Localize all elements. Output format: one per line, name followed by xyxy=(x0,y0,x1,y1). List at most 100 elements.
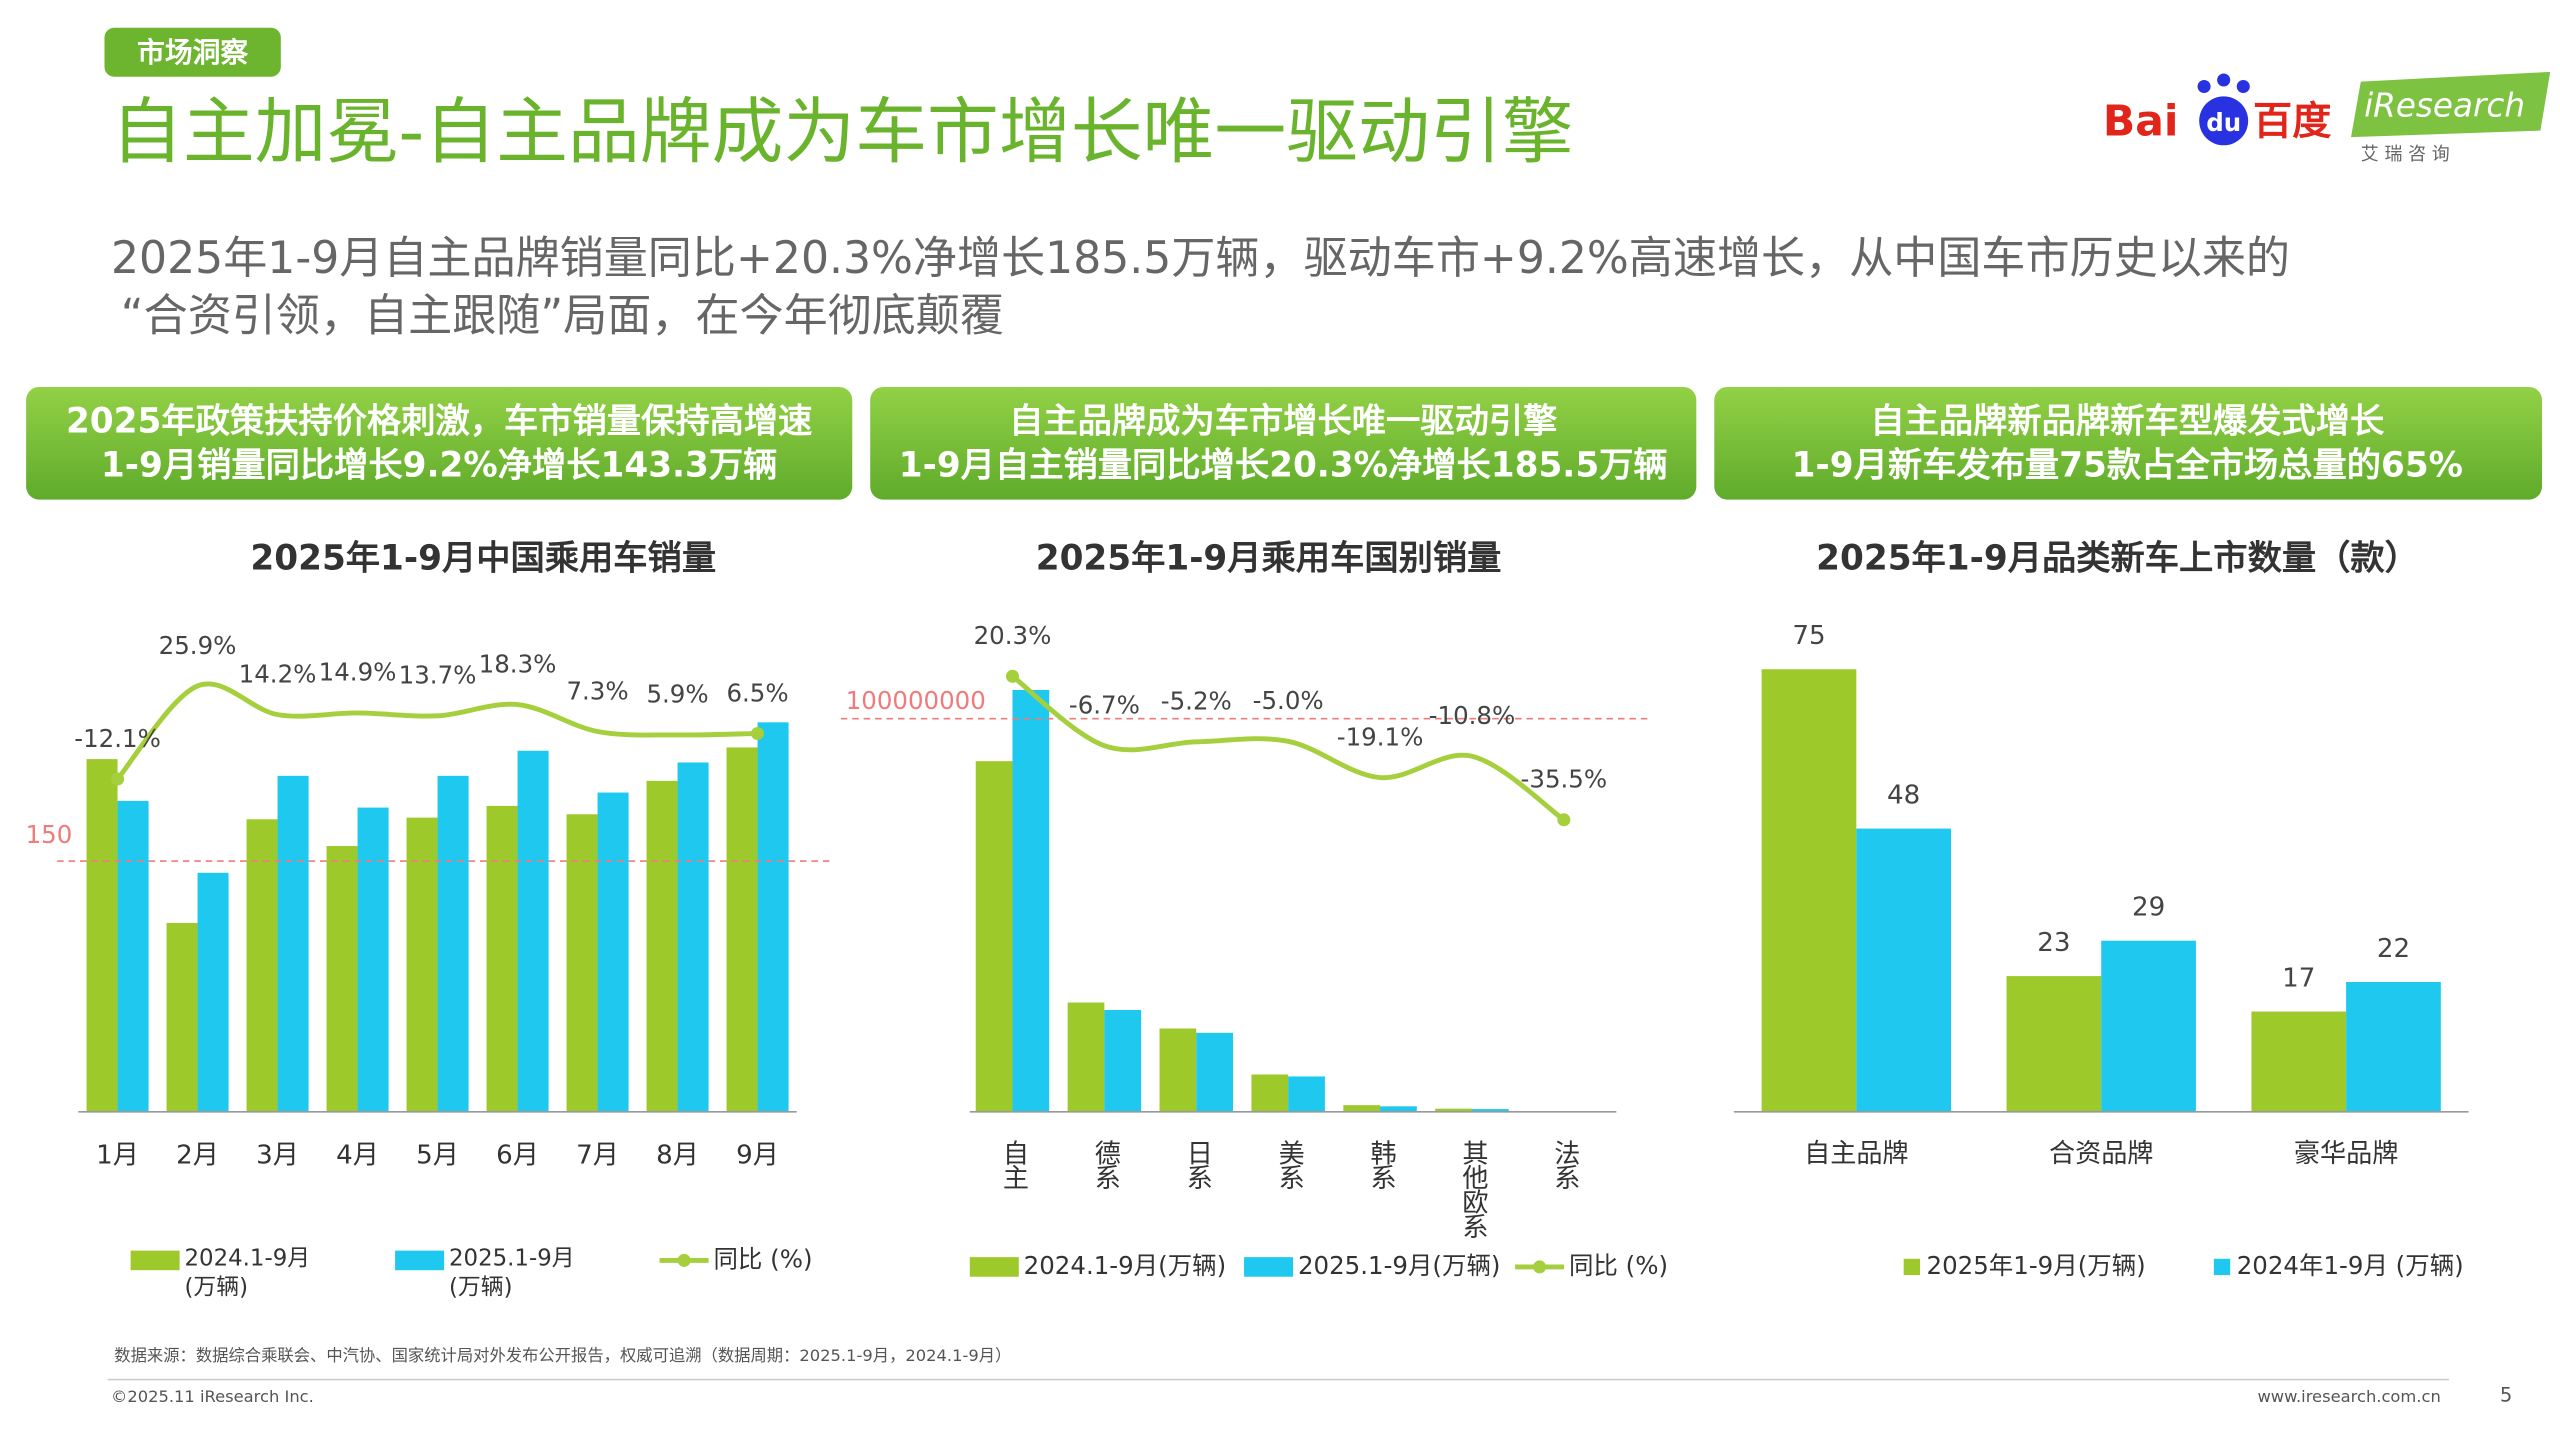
x-tick-label: 自主品牌 xyxy=(1804,1139,1908,1169)
bar xyxy=(486,805,518,1112)
legend-label: 2025.1-9月(万辆) xyxy=(448,1245,575,1302)
legend-swatch xyxy=(677,1253,691,1267)
legend-swatch xyxy=(1244,1257,1294,1277)
x-tick-label: 美系 xyxy=(1274,1140,1304,1189)
data-label: 14.9% xyxy=(319,658,397,687)
data-label: -5.0% xyxy=(1253,686,1324,715)
chart-title: 2025年1-9月中国乘用车销量 xyxy=(250,539,716,579)
legend-swatch xyxy=(1903,1258,1920,1276)
data-label: 29 xyxy=(2132,893,2165,923)
page-number: 5 xyxy=(2500,1383,2512,1406)
x-tick-label: 法系 xyxy=(1549,1140,1579,1189)
chart-title: 2025年1-9月品类新车上市数量（款） xyxy=(1816,539,2419,579)
banner-text: 自主品牌成为车市增长唯一驱动引擎 xyxy=(1009,401,1557,441)
bar xyxy=(117,800,149,1112)
line xyxy=(1010,674,1566,822)
subtitle: “合资引领，自主跟随”局面，在今年彻底颠覆 xyxy=(121,290,1004,341)
bar xyxy=(437,775,469,1112)
copyright: ©2025.11 iResearch Inc. xyxy=(111,1387,314,1406)
line xyxy=(115,681,758,781)
line-end-marker xyxy=(1557,813,1571,827)
chart: 2025年1-9月品类新车上市数量（款） 75 23 17 48 29 22 自主品牌 合资品牌… xyxy=(1733,539,2469,1280)
legend-label: 2024年1-9月 (万辆) xyxy=(2237,1251,2464,1280)
legend-item: 2024.1-9月(万辆) xyxy=(184,1245,311,1302)
data-label: -19.1% xyxy=(1337,722,1424,751)
source-note: 数据来源：数据综合乘联会、中汽协、国家统计局对外发布公开报告，权威可追溯（数据周… xyxy=(114,1346,1011,1365)
bar xyxy=(406,817,438,1112)
page-title: 自主加冕-自主品牌成为车市增长唯一驱动引擎 xyxy=(111,90,1573,174)
baidu-logo: Bai xyxy=(2103,98,2179,147)
x-tick-label: 5月 xyxy=(416,1140,459,1170)
data-label: -10.8% xyxy=(1429,701,1516,730)
x-tick-label: 8月 xyxy=(656,1140,699,1170)
legend-label: 同比 (%) xyxy=(1569,1251,1668,1280)
line-end-marker xyxy=(751,726,765,740)
bar xyxy=(1761,669,1857,1112)
data-label: 75 xyxy=(1792,621,1825,651)
x-tick-label: 日系 xyxy=(1182,1140,1212,1189)
x-tick-label: 6月 xyxy=(496,1140,539,1170)
bar xyxy=(1067,1002,1105,1112)
bar xyxy=(277,775,309,1112)
data-label: 25.9% xyxy=(159,631,237,660)
bar xyxy=(357,807,389,1112)
legend-swatch xyxy=(1533,1260,1547,1274)
chart-title: 2025年1-9月乘用车国别销量 xyxy=(1036,539,1502,579)
x-tick-label: 合资品牌 xyxy=(2049,1139,2153,1169)
data-label: -35.5% xyxy=(1521,765,1608,794)
bar xyxy=(1012,689,1050,1112)
bar xyxy=(1288,1076,1325,1112)
bar xyxy=(246,819,278,1112)
banner-box xyxy=(870,386,1697,500)
banner-text: 1-9月自主销量同比增长20.3%净增长185.5万辆 xyxy=(899,445,1668,485)
bar xyxy=(1104,1010,1142,1112)
bar xyxy=(326,846,358,1112)
bar xyxy=(1435,1108,1472,1112)
iresearch-logo: 艾 瑞 咨 询 xyxy=(2361,144,2450,165)
bar xyxy=(1251,1074,1289,1112)
subtitle: 2025年1-9月自主品牌销量同比+20.3%净增长185.5万辆，驱动车市+9… xyxy=(111,233,2290,284)
bar xyxy=(2346,982,2441,1112)
data-label: 14.2% xyxy=(239,659,317,688)
data-label: 7.3% xyxy=(566,676,628,705)
baidu-paw xyxy=(2236,80,2250,94)
line-end-marker xyxy=(111,772,125,786)
bar xyxy=(197,872,229,1112)
banner-text: 2025年政策扶持价格刺激，车市销量保持高增速 xyxy=(66,401,812,441)
tag-box xyxy=(104,27,281,77)
bar xyxy=(2251,1011,2347,1112)
bar xyxy=(757,722,789,1112)
data-label: 20.3% xyxy=(974,621,1052,650)
chart: 2025年1-9月中国乘用车销量 150 1月 2月 3月 4月 5月 6月 7月 8月 9月 -12… xyxy=(26,539,833,1302)
data-label: 5.9% xyxy=(646,680,708,709)
data-label: -12.1% xyxy=(74,724,161,753)
bar xyxy=(726,747,758,1112)
bar xyxy=(1343,1105,1381,1112)
bar xyxy=(2006,976,2102,1112)
legend-label: 2024.1-9月(万辆) xyxy=(184,1245,311,1302)
website: www.iresearch.com.cn xyxy=(2257,1387,2440,1406)
data-label: 18.3% xyxy=(479,649,557,678)
bar xyxy=(2101,940,2196,1112)
x-tick-label: 德系 xyxy=(1090,1140,1121,1189)
data-label: 48 xyxy=(1887,780,1920,810)
legend-swatch xyxy=(130,1250,180,1271)
bar xyxy=(677,762,709,1112)
baidu-paw xyxy=(2199,96,2249,146)
iresearch-logo-bg xyxy=(2351,71,2551,138)
legend-swatch xyxy=(2213,1258,2231,1276)
baidu-paw xyxy=(2217,73,2231,87)
bar xyxy=(597,792,629,1112)
data-label: 6.5% xyxy=(726,678,788,707)
bar xyxy=(517,750,549,1112)
legend-label: 同比 (%) xyxy=(713,1244,812,1273)
legend-label: 2025年1-9月(万辆) xyxy=(1927,1251,2146,1280)
baidu-logo: 百度 xyxy=(2253,100,2332,145)
x-tick-label: 豪华品牌 xyxy=(2294,1139,2398,1169)
banner-text: 1-9月新车发布量75款占全市场总量的65% xyxy=(1792,445,2463,485)
bar xyxy=(1159,1028,1197,1112)
iresearch-logo: iResearch xyxy=(2364,87,2525,125)
bar xyxy=(566,814,598,1112)
banner-box xyxy=(1714,386,2543,500)
legend-swatch xyxy=(395,1250,445,1271)
